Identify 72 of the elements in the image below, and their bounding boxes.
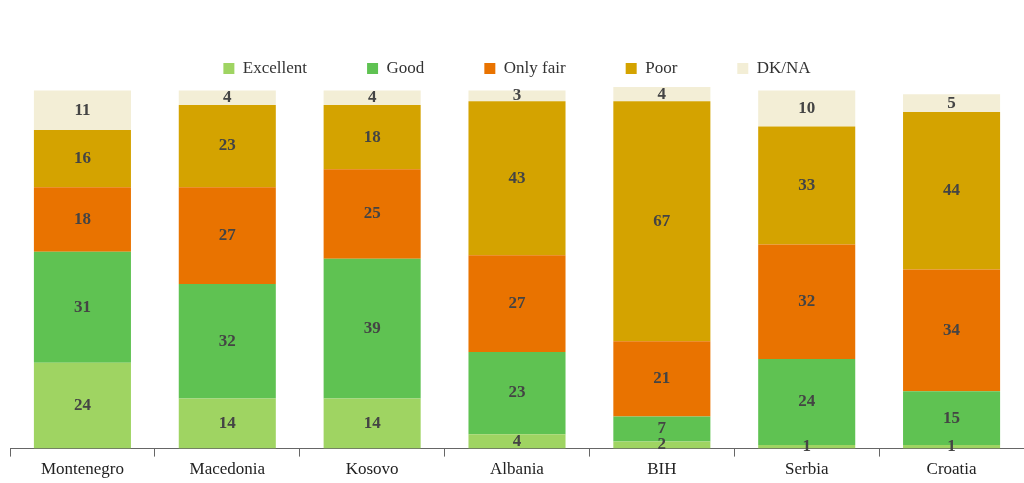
data-label: 4 bbox=[512, 430, 522, 450]
data-label: 18 bbox=[363, 126, 381, 146]
bar bbox=[758, 90, 856, 127]
bar bbox=[613, 341, 711, 417]
bar bbox=[178, 283, 276, 399]
data-label: 21 bbox=[653, 368, 671, 388]
data-label: 15 bbox=[943, 407, 961, 427]
data-label: 33 bbox=[798, 174, 816, 194]
data-label: 43 bbox=[508, 167, 526, 187]
data-label: 44 bbox=[943, 180, 961, 200]
x-tick-label: Croatia bbox=[926, 459, 978, 479]
bar bbox=[613, 87, 711, 102]
x-tick-label: Montenegro bbox=[40, 459, 124, 479]
data-label: 39 bbox=[363, 318, 381, 338]
bar bbox=[178, 90, 276, 105]
data-label: 4 bbox=[367, 87, 377, 107]
bar bbox=[758, 126, 856, 245]
bar bbox=[178, 398, 276, 449]
bar bbox=[903, 112, 1001, 270]
bar bbox=[33, 251, 131, 363]
legend-label: DK/NA bbox=[756, 57, 812, 77]
data-label: 67 bbox=[653, 210, 671, 230]
data-label: 14 bbox=[363, 412, 382, 432]
bar bbox=[613, 101, 711, 342]
data-label: 3 bbox=[512, 85, 522, 105]
bar bbox=[178, 187, 276, 284]
data-label: 5 bbox=[947, 92, 956, 112]
x-tick-label: BIH bbox=[647, 459, 677, 479]
data-label: 23 bbox=[508, 382, 526, 402]
bar bbox=[323, 398, 421, 449]
legend-label: Excellent bbox=[242, 57, 308, 77]
bar bbox=[903, 269, 1001, 392]
x-tick-label: Macedonia bbox=[189, 459, 266, 479]
data-label: 32 bbox=[798, 291, 816, 311]
legend-label: Only fair bbox=[503, 57, 567, 77]
bar bbox=[33, 187, 131, 252]
data-label: 27 bbox=[508, 292, 526, 312]
bar bbox=[323, 258, 421, 399]
data-label: 16 bbox=[73, 147, 91, 167]
data-label: 18 bbox=[73, 208, 91, 228]
data-label: 14 bbox=[218, 412, 237, 432]
bar bbox=[323, 90, 421, 105]
bar bbox=[33, 362, 131, 449]
bar bbox=[468, 101, 566, 256]
data-label: 24 bbox=[798, 391, 816, 411]
bar bbox=[468, 434, 566, 449]
bar bbox=[468, 351, 566, 435]
data-label: 10 bbox=[798, 97, 816, 117]
x-tick-label: Serbia bbox=[785, 459, 829, 479]
data-label: 24 bbox=[73, 395, 92, 415]
x-tick-label: Kosovo bbox=[345, 459, 399, 479]
legend-label: Good bbox=[386, 57, 425, 77]
bar bbox=[33, 90, 131, 130]
data-label: 7 bbox=[657, 418, 667, 438]
data-label: 4 bbox=[223, 87, 233, 107]
bar bbox=[33, 129, 131, 188]
bar bbox=[323, 169, 421, 259]
bar bbox=[323, 104, 421, 170]
legend-label: Poor bbox=[645, 57, 678, 77]
bar bbox=[903, 94, 1001, 113]
data-label: 32 bbox=[218, 330, 236, 350]
bar bbox=[758, 244, 856, 360]
x-tick-label: Albania bbox=[490, 459, 545, 479]
bar bbox=[178, 104, 276, 188]
data-label: 27 bbox=[218, 224, 237, 244]
data-label: 25 bbox=[363, 203, 381, 223]
data-label: 4 bbox=[657, 83, 667, 103]
data-label: 11 bbox=[74, 99, 91, 119]
data-label: 31 bbox=[73, 296, 91, 316]
data-label: 34 bbox=[943, 319, 961, 339]
bar bbox=[468, 255, 566, 352]
data-label: 23 bbox=[218, 135, 236, 155]
